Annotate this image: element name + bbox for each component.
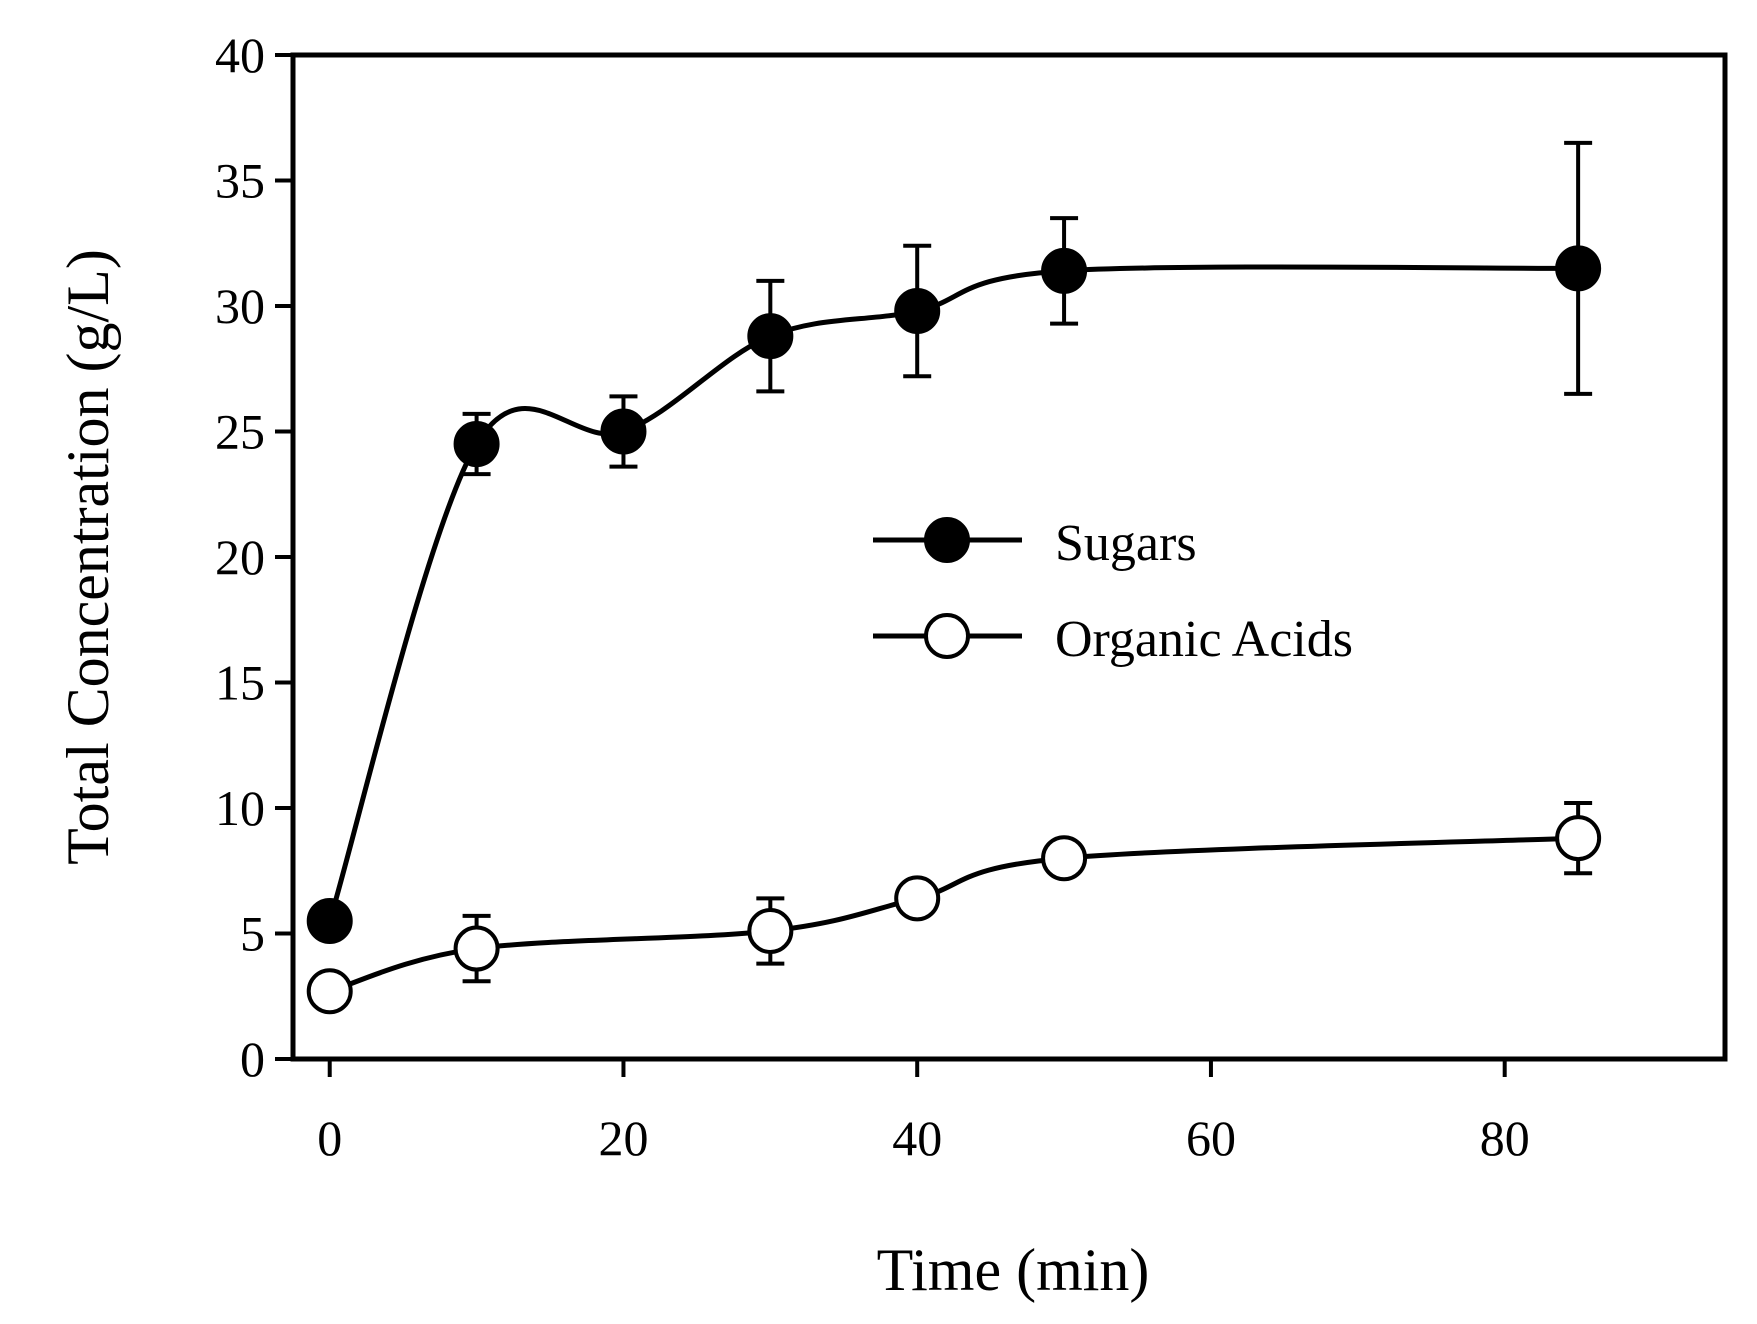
series-line-sugars [327,264,1579,922]
y-axis-title: Total Concentration (g/L) [55,249,121,865]
data-point-sugars [1555,245,1602,292]
x-tick-label: 40 [892,1110,942,1166]
data-point-organic-acids [453,925,500,972]
y-tick-label: 20 [215,529,265,585]
x-tick-label: 20 [598,1110,648,1166]
y-axis: 0 5 10 15 20 25 30 35 40 [215,27,293,1087]
legend-label-sugars: Sugars [1055,515,1197,572]
y-tick-label: 25 [215,404,265,460]
y-tick-label: 5 [240,906,265,962]
legend-label-organic-acids: Organic Acids [1055,611,1353,668]
legend-marker-organic-acids [924,613,970,659]
y-tick-label: 30 [215,278,265,334]
y-tick-label: 10 [215,780,265,836]
series-layer [306,140,1602,1015]
data-point-sugars [747,313,794,360]
data-point-sugars [1041,247,1088,294]
data-point-organic-acids [1555,815,1602,862]
legend-marker-sugars [924,517,970,563]
series-line-organic-acids [329,835,1579,994]
x-tick-label: 80 [1480,1110,1530,1166]
data-point-organic-acids [747,907,794,954]
data-point-organic-acids [1041,835,1088,882]
y-tick-label: 40 [215,27,265,83]
x-tick-label: 60 [1186,1110,1236,1166]
data-point-sugars [453,421,500,468]
plot-frame [290,52,1728,1062]
y-tick-label: 15 [215,655,265,711]
legend: Sugars Organic Acids [873,515,1353,668]
series-organic-acids [306,800,1602,1015]
series-sugars [306,140,1602,944]
data-point-organic-acids [306,968,353,1015]
x-axis-title: Time (min) [877,1237,1150,1303]
x-tick-label: 0 [317,1110,342,1166]
data-point-sugars [600,408,647,455]
data-point-organic-acids [894,875,941,922]
data-point-sugars [306,897,353,944]
y-tick-label: 0 [240,1031,265,1087]
data-point-sugars [894,288,941,335]
x-axis: 0 20 40 60 80 [317,1059,1530,1166]
y-tick-label: 35 [215,153,265,209]
